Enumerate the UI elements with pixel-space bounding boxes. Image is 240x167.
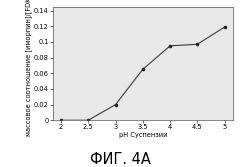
X-axis label: pH Суспензии: pH Суспензии bbox=[119, 132, 167, 138]
Text: ФИГ. 4А: ФИГ. 4А bbox=[90, 152, 150, 167]
Y-axis label: массовое соотношение [иморпин]/[FDKP]: массовое соотношение [иморпин]/[FDKP] bbox=[25, 0, 32, 136]
